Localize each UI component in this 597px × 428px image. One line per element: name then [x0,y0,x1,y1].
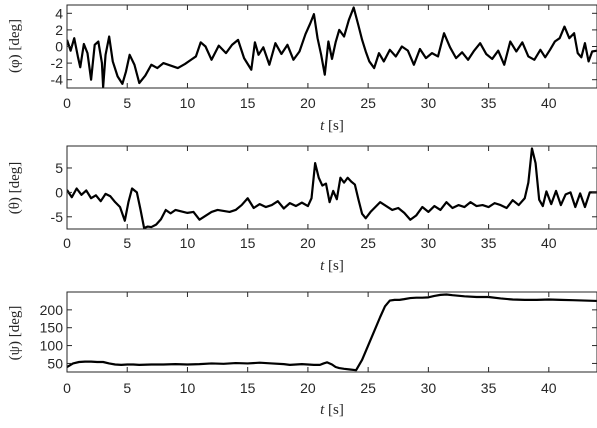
x-tick-label: 0 [63,95,71,111]
y-tick-label: -4 [51,72,64,88]
phi-x-axis-label: t [s] [320,118,344,134]
x-tick-label: 25 [360,95,376,111]
x-tick-label: 15 [240,380,256,396]
theta-x-axis-label: t [s] [320,258,344,274]
y-tick-label: -5 [51,209,64,225]
y-tick-label: 0 [55,184,63,200]
x-tick-label: 10 [180,95,196,111]
x-tick-label: 0 [63,235,71,251]
x-tick-label: 30 [421,380,437,396]
y-tick-label: 4 [55,5,63,21]
x-tick-label: 35 [481,380,497,396]
x-tick-label: 30 [421,235,437,251]
x-tick-label: 25 [360,235,376,251]
x-tick-label: 40 [541,235,557,251]
x-tick-label: 5 [123,95,131,111]
x-tick-label: 20 [300,380,316,396]
y-tick-label: 0 [55,39,63,55]
x-tick-label: 40 [541,95,557,111]
y-tick-label: 100 [40,338,64,354]
x-tick-label: 10 [180,380,196,396]
x-tick-label: 15 [240,95,256,111]
x-tick-label: 5 [123,380,131,396]
phi-series-line [67,6,597,88]
x-tick-label: 5 [123,235,131,251]
x-tick-label: 0 [63,380,71,396]
x-tick-label: 40 [541,380,557,396]
x-tick-label: 20 [300,235,316,251]
theta-series-line [67,147,597,229]
y-tick-label: 50 [47,355,63,371]
psi-x-axis-label: t [s] [320,402,344,418]
x-tick-label: 35 [481,235,497,251]
x-tick-label: 20 [300,95,316,111]
psi-series-line [67,293,597,372]
phi-y-axis-label: (φ) [deg] [7,19,23,73]
psi-y-axis-label: (ψ) [deg] [7,306,23,361]
psi-axes-box [66,291,597,373]
y-tick-label: 200 [40,302,64,318]
theta-axes-box [66,145,597,230]
y-tick-label: -2 [51,55,64,71]
y-tick-label: 2 [55,22,63,38]
y-tick-label: 150 [40,320,64,336]
x-tick-label: 25 [360,380,376,396]
y-tick-label: 5 [55,160,63,176]
x-tick-label: 10 [180,235,196,251]
x-tick-label: 15 [240,235,256,251]
x-tick-label: 30 [421,95,437,111]
theta-y-axis-label: (θ) [deg] [7,162,23,215]
theta-subplot: 0 5 10 15 20 25 30 35 40 -5 0 5 (θ) [deg] t [s] [7,145,597,274]
x-tick-label: 35 [481,95,497,111]
